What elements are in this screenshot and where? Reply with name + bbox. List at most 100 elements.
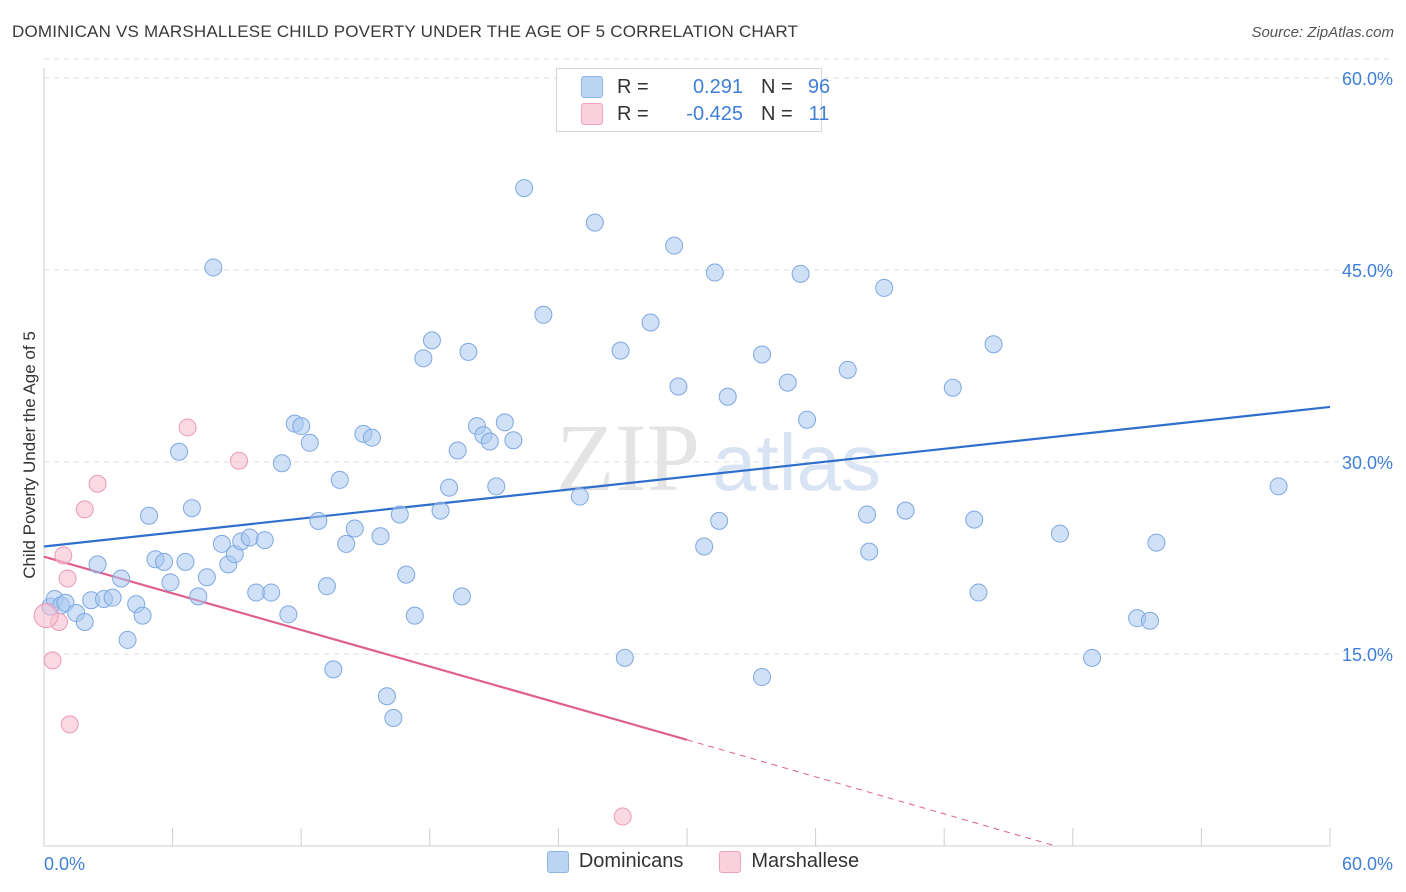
- data-point-marshallese: [613, 807, 632, 826]
- data-point-dominicans: [791, 264, 810, 283]
- y-tick-label: 60.0%: [1342, 69, 1393, 89]
- legend-row-marshallese: R = -0.425 N = 11: [581, 102, 839, 126]
- data-point-dominicans: [212, 534, 231, 553]
- series-swatch-marshallese: [719, 850, 742, 873]
- legend-n-label: N =: [761, 75, 793, 98]
- y-tick-label: 45.0%: [1342, 261, 1393, 281]
- data-point-dominicans: [405, 606, 424, 625]
- data-point-dominicans: [452, 587, 471, 606]
- tick-labels: 15.0% 30.0% 45.0% 60.0% 0.0% 60.0%: [44, 69, 1393, 874]
- data-point-dominicans: [309, 511, 328, 530]
- data-point-dominicans: [337, 534, 356, 553]
- data-point-marshallese: [43, 651, 62, 670]
- data-point-dominicans: [798, 410, 817, 429]
- data-point-dominicans: [170, 442, 189, 461]
- legend-r-value: -0.425: [686, 102, 743, 125]
- data-point-dominicans: [695, 537, 714, 556]
- data-point-marshallese: [60, 715, 79, 734]
- data-point-dominicans: [1269, 477, 1288, 496]
- legend-r-label: R =: [617, 75, 649, 98]
- series-swatch-dominicans: [546, 850, 569, 873]
- data-point-dominicans: [133, 606, 152, 625]
- data-point-dominicans: [515, 179, 534, 198]
- watermark: ZIP atlas: [556, 404, 881, 511]
- data-point-dominicans: [641, 313, 660, 332]
- data-point-dominicans: [247, 583, 266, 602]
- data-point-dominicans: [860, 542, 879, 561]
- data-point-dominicans: [279, 605, 298, 624]
- data-point-dominicans: [118, 630, 137, 649]
- trend-line-dominicans: [43, 405, 1331, 548]
- data-point-dominicans: [896, 501, 915, 520]
- data-points: [33, 179, 1288, 826]
- data-point-dominicans: [778, 373, 797, 392]
- data-point-marshallese: [54, 546, 73, 565]
- watermark-atlas: atlas: [712, 418, 881, 507]
- y-axis-label: Child Poverty Under the Age of 5: [20, 331, 39, 579]
- trend-line-marshallese: [686, 739, 1056, 847]
- grid-lines: [44, 58, 1394, 655]
- y-tick-label: 30.0%: [1342, 453, 1393, 473]
- data-point-dominicans: [324, 660, 343, 679]
- data-point-dominicans: [570, 487, 589, 506]
- legend-swatch-marshallese: [581, 103, 603, 125]
- series-label-marshallese: Marshallese: [751, 850, 860, 872]
- data-point-dominicans: [384, 709, 403, 727]
- data-point-dominicans: [414, 349, 433, 368]
- series-legend-marshallese: Marshallese: [719, 850, 859, 873]
- data-point-dominicans: [161, 573, 180, 592]
- correlation-legend: R = 0.291 N = 96 R = -0.425 N = 11: [556, 68, 830, 132]
- data-point-dominicans: [345, 519, 364, 538]
- data-point-dominicans: [838, 360, 857, 379]
- data-point-dominicans: [1140, 611, 1159, 630]
- data-point-dominicans: [858, 505, 877, 524]
- legend-swatch-dominicans: [581, 76, 603, 98]
- data-point-dominicans: [431, 501, 450, 520]
- data-point-dominicans: [665, 236, 684, 255]
- data-point-dominicans: [330, 470, 349, 489]
- data-point-dominicans: [965, 510, 984, 529]
- data-point-dominicans: [1083, 648, 1102, 667]
- data-point-dominicans: [390, 505, 409, 524]
- axes: [43, 68, 1331, 847]
- trend-lines: [43, 405, 1331, 847]
- data-point-dominicans: [182, 499, 201, 518]
- data-point-dominicans: [534, 305, 553, 324]
- data-point-dominicans: [495, 413, 514, 432]
- data-point-dominicans: [176, 552, 195, 571]
- data-point-dominicans: [448, 441, 467, 460]
- data-point-dominicans: [262, 583, 281, 602]
- data-point-dominicans: [240, 528, 259, 547]
- data-point-marshallese: [230, 451, 249, 470]
- source-label: Source: ZipAtlas.com: [1251, 24, 1394, 41]
- data-point-marshallese: [88, 474, 107, 493]
- data-point-dominicans: [710, 511, 729, 530]
- chart-title: DOMINICAN VS MARSHALLESE CHILD POVERTY U…: [12, 22, 799, 41]
- series-legend-dominicans: Dominicans: [546, 850, 683, 873]
- data-point-dominicans: [377, 687, 396, 706]
- legend-n-value: 96: [807, 75, 831, 98]
- data-point-dominicans: [705, 263, 724, 282]
- data-point-dominicans: [272, 454, 291, 473]
- legend-n-value: 11: [808, 102, 830, 125]
- data-point-dominicans: [753, 345, 772, 364]
- data-point-marshallese: [33, 603, 59, 629]
- data-point-dominicans: [611, 341, 630, 360]
- data-point-dominicans: [753, 668, 772, 687]
- x-tick-label-max: 60.0%: [1342, 854, 1393, 874]
- data-point-dominicans: [140, 506, 159, 525]
- data-point-dominicans: [422, 331, 441, 350]
- data-point-dominicans: [459, 342, 478, 361]
- data-point-dominicans: [487, 477, 506, 496]
- data-point-dominicans: [984, 335, 1003, 354]
- data-point-dominicans: [397, 565, 416, 584]
- trend-line-marshallese: [43, 555, 688, 741]
- data-point-dominicans: [875, 278, 894, 297]
- data-point-dominicans: [480, 432, 499, 451]
- legend-row-dominicans: R = 0.291 N = 96: [581, 75, 839, 99]
- data-point-dominicans: [585, 213, 604, 232]
- data-point-dominicans: [943, 378, 962, 397]
- data-point-dominicans: [88, 555, 107, 574]
- data-point-dominicans: [317, 577, 336, 596]
